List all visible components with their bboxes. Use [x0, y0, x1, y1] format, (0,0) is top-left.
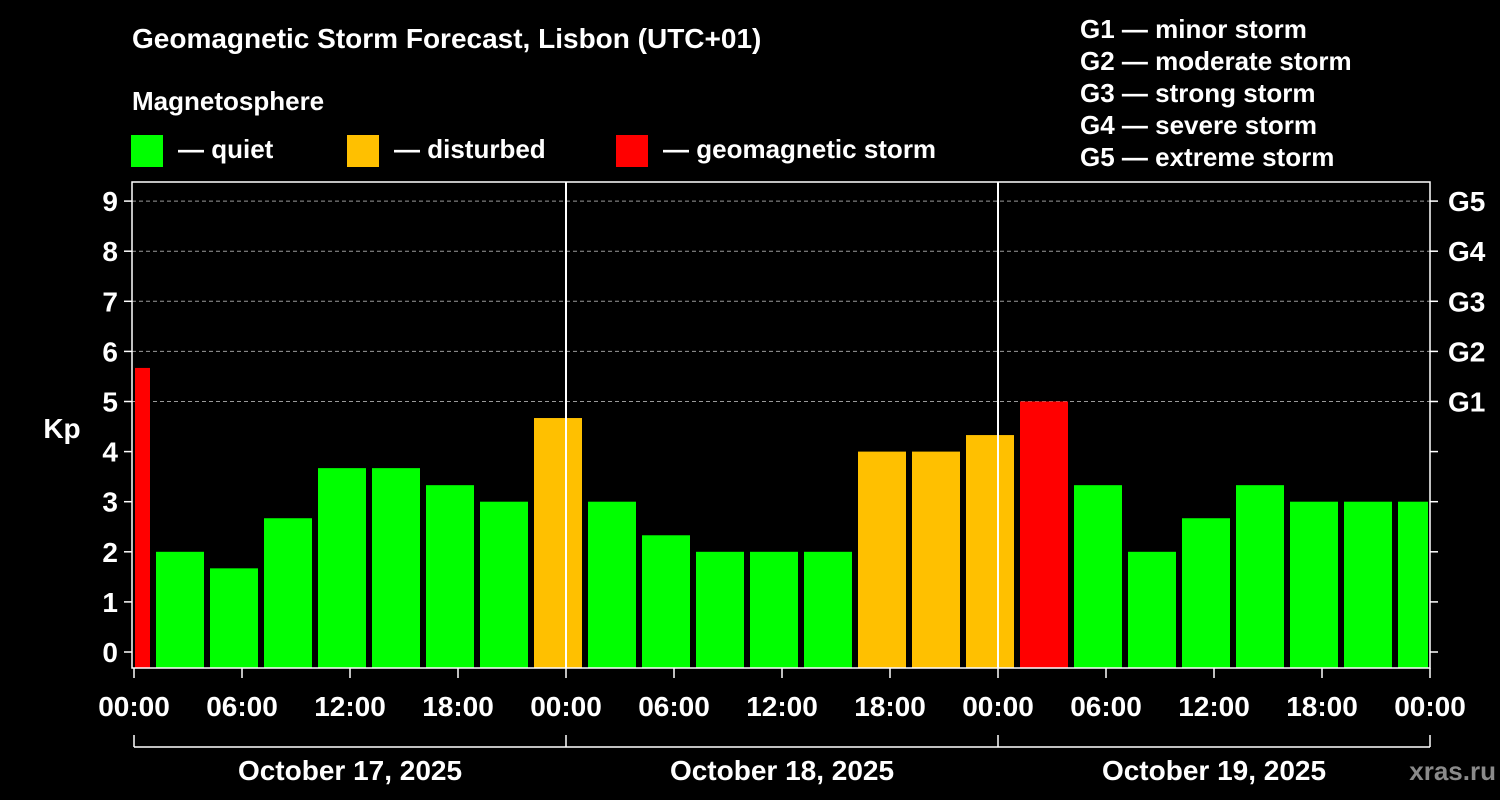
kp-bar-17 [966, 435, 1014, 668]
x-tick-label-10: 12:00 [1178, 691, 1250, 722]
watermark: xras.ru [1409, 756, 1496, 786]
legend-swatch-storm [616, 135, 648, 167]
x-tick-label-5: 06:00 [638, 691, 710, 722]
y-tick-label-7: 7 [102, 286, 118, 317]
x-tick-label-4: 00:00 [530, 691, 602, 722]
y-tick-label-2: 2 [102, 537, 118, 568]
y-tick-label-5: 5 [102, 387, 118, 418]
storm-scale-g4: G4 — severe storm [1080, 110, 1317, 140]
kp-bar-3 [210, 568, 258, 668]
x-tick-label-12: 00:00 [1394, 691, 1466, 722]
kp-bar-1 [135, 367, 150, 668]
kp-bar-12 [696, 551, 744, 668]
kp-bar-19 [1074, 485, 1122, 668]
kp-bar-15 [858, 451, 906, 668]
kp-bar-18 [1020, 401, 1068, 668]
kp-bar-16 [912, 451, 960, 668]
storm-scale-list: G1 — minor storm G2 — moderate storm G3 … [1080, 14, 1352, 172]
legend-title: Magnetosphere [132, 86, 324, 116]
kp-bar-21 [1182, 518, 1230, 668]
y-tick-label-4: 4 [102, 437, 118, 468]
x-tick-label-9: 06:00 [1070, 691, 1142, 722]
legend-label-storm: — geomagnetic storm [663, 134, 936, 164]
legend: Magnetosphere — quiet — disturbed — geom… [131, 86, 936, 167]
kp-bar-11 [642, 535, 690, 668]
kp-bar-5 [318, 468, 366, 668]
kp-bar-20 [1128, 551, 1176, 668]
kp-bar-8 [480, 501, 528, 668]
kp-bar-9 [534, 418, 582, 668]
y-tick-label-1: 1 [102, 587, 118, 618]
x-tick-label-6: 12:00 [746, 691, 818, 722]
kp-bar-23 [1290, 501, 1338, 668]
day-label-2: October 18, 2025 [670, 755, 894, 786]
kp-bar-22 [1236, 485, 1284, 668]
kp-bar-13 [750, 551, 798, 668]
kp-bar-7 [426, 485, 474, 668]
grid-lines [132, 200, 1430, 402]
kp-bar-10 [588, 501, 636, 668]
day-label-1: October 17, 2025 [238, 755, 462, 786]
legend-swatch-disturbed [347, 135, 379, 167]
kp-bar-24 [1344, 501, 1392, 668]
x-tick-label-7: 18:00 [854, 691, 926, 722]
x-tick-label-1: 06:00 [206, 691, 278, 722]
axes: 0 1 2 3 4 5 6 7 8 9 G1 G2 G3 G4 G5 00:00 06:00 12:00 18:00… [98, 181, 1486, 748]
x-tick-label-8: 00:00 [962, 691, 1034, 722]
kp-bar-6 [372, 468, 420, 668]
kp-bar-2 [156, 551, 204, 668]
plot-frame [131, 181, 1431, 669]
y-tick-label-3: 3 [102, 487, 118, 518]
x-tick-label-11: 18:00 [1286, 691, 1358, 722]
y-axis-label: Kp [43, 413, 80, 444]
right-tick-label-g4: G4 [1448, 236, 1486, 267]
bars [135, 367, 1428, 668]
legend-swatch-quiet [131, 135, 163, 167]
x-tick-label-0: 00:00 [98, 691, 170, 722]
kp-bar-4 [264, 518, 312, 668]
y-tick-label-0: 0 [102, 637, 118, 668]
storm-scale-g2: G2 — moderate storm [1080, 46, 1352, 76]
right-tick-label-g5: G5 [1448, 186, 1485, 217]
legend-label-quiet: — quiet [178, 134, 274, 164]
storm-scale-g1: G1 — minor storm [1080, 14, 1307, 44]
storm-scale-g5: G5 — extreme storm [1080, 142, 1334, 172]
kp-bar-25 [1398, 501, 1428, 668]
right-tick-label-g1: G1 [1448, 387, 1485, 418]
x-tick-label-2: 12:00 [314, 691, 386, 722]
y-tick-label-9: 9 [102, 186, 118, 217]
chart-title: Geomagnetic Storm Forecast, Lisbon (UTC+… [132, 23, 761, 54]
y-tick-label-8: 8 [102, 236, 118, 267]
right-tick-label-g2: G2 [1448, 336, 1485, 367]
day-label-3: October 19, 2025 [1102, 755, 1326, 786]
storm-scale-g3: G3 — strong storm [1080, 78, 1315, 108]
y-tick-label-6: 6 [102, 336, 118, 367]
legend-label-disturbed: — disturbed [394, 134, 546, 164]
kp-bar-14 [804, 551, 852, 668]
right-tick-label-g3: G3 [1448, 286, 1485, 317]
x-tick-label-3: 18:00 [422, 691, 494, 722]
